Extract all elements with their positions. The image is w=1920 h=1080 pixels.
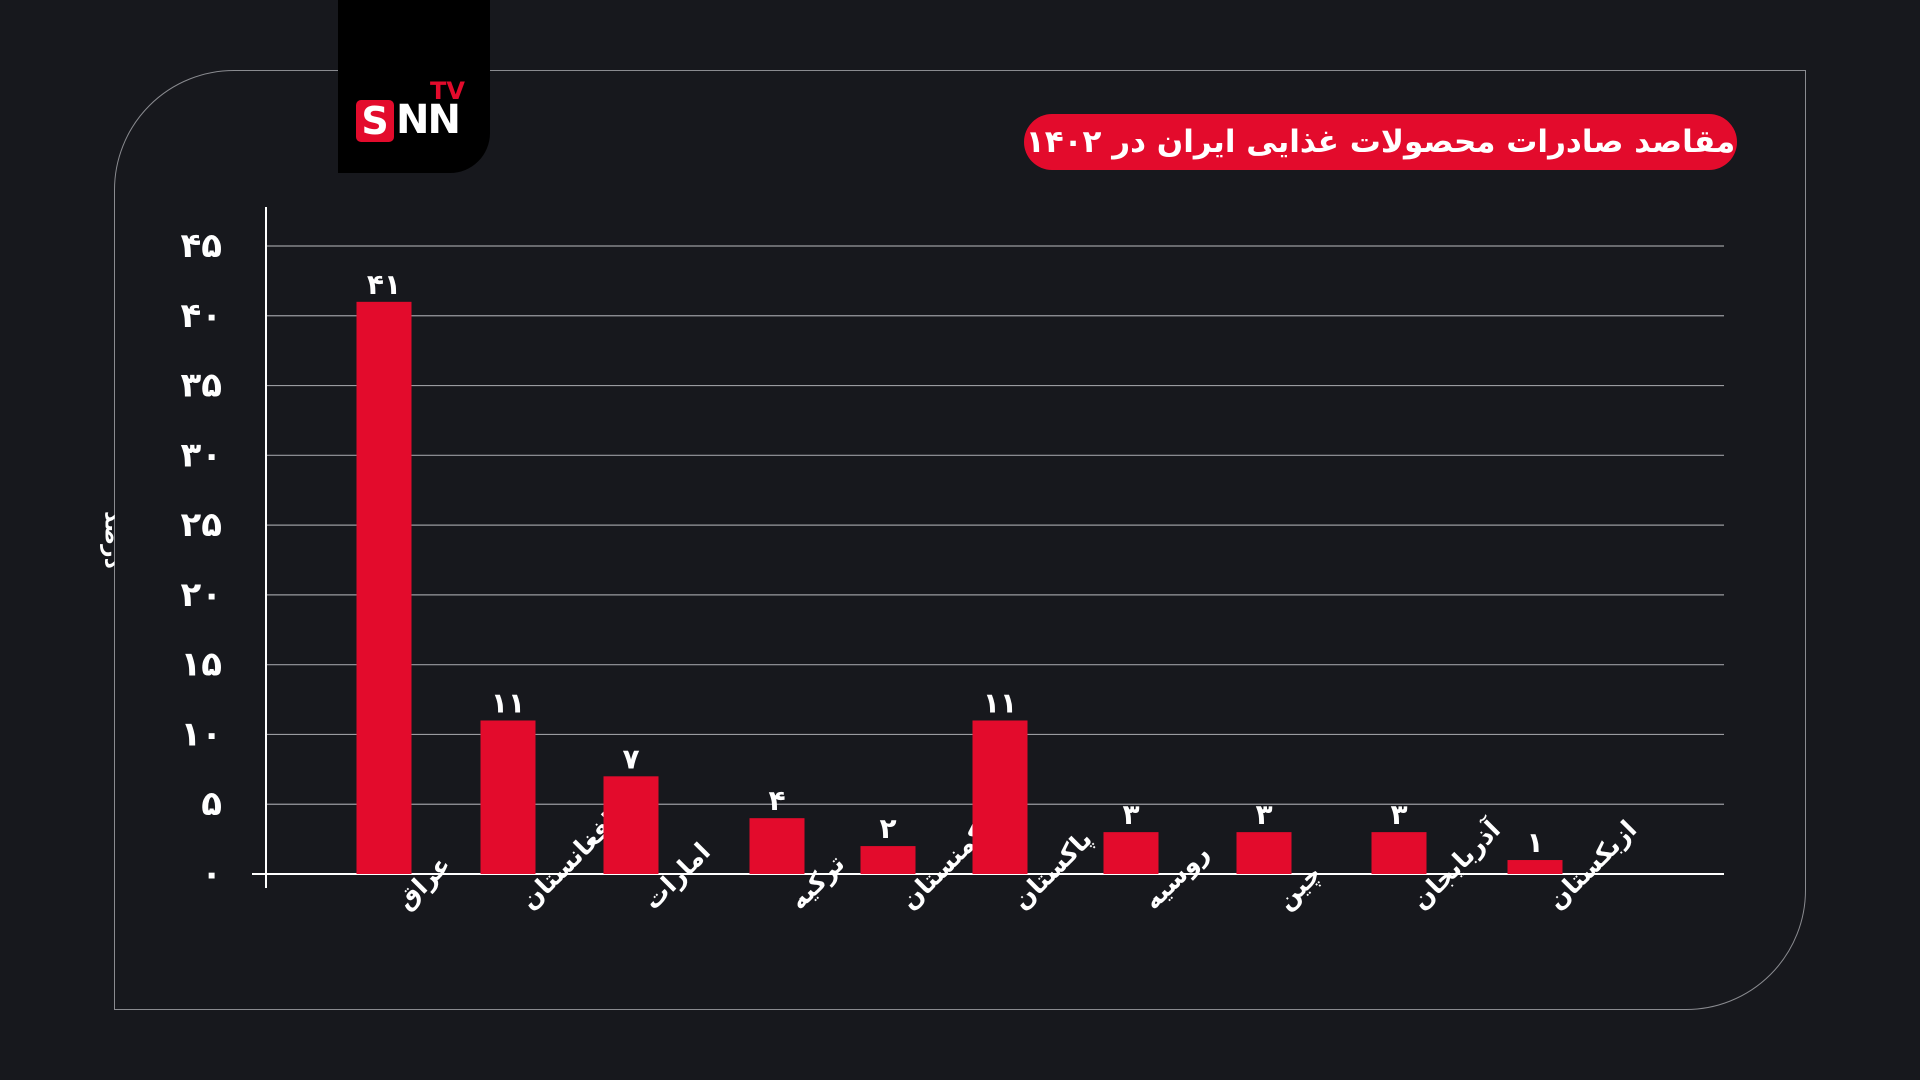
y-tick-label: ۱۰ [180, 714, 222, 754]
bar-value-label: ۴۱ [367, 268, 401, 301]
bar [972, 720, 1028, 874]
y-tick-label: ۱۵ [180, 645, 222, 685]
y-tick-label: ۴۰ [180, 296, 222, 336]
y-tick-label: ۲۵ [180, 505, 222, 545]
snn-tv-logo: S NN TV [338, 0, 490, 173]
y-tick-label: ۳۰ [180, 435, 222, 475]
bar [1103, 832, 1159, 874]
bar [603, 776, 659, 874]
bar-value-label: ۱ [1526, 826, 1543, 859]
bar [749, 818, 805, 874]
y-tick-label: ۴۵ [180, 226, 222, 266]
bar-value-label: ۱۱ [983, 686, 1017, 719]
bar [1371, 832, 1427, 874]
y-tick-label: ۵ [201, 784, 222, 824]
bar [480, 720, 536, 874]
chart-frame [114, 70, 1806, 1010]
bar [1236, 832, 1292, 874]
logo-s-mark: S [356, 100, 394, 142]
y-tick-label: ۳۵ [180, 366, 222, 406]
logo-nn-text: NN [396, 97, 461, 143]
bar-value-label: ۳ [1255, 798, 1272, 831]
bar [860, 846, 916, 874]
bar [356, 301, 412, 874]
logo-tv-text: TV [430, 77, 465, 105]
bar-value-label: ۱۱ [491, 686, 525, 719]
bar-value-label: ۳ [1122, 798, 1139, 831]
y-tick-label: ۰ [201, 854, 222, 894]
bar-value-label: ۴ [768, 784, 785, 817]
bar-value-label: ۲ [879, 812, 896, 845]
bar-value-label: ۷ [622, 742, 639, 775]
bar [1507, 860, 1563, 874]
y-tick-label: ۲۰ [180, 575, 222, 615]
chart-title: مقاصد صادرات محصولات غذایی ایران در ۱۴۰۲ [1024, 114, 1737, 170]
bar-value-label: ۳ [1390, 798, 1407, 831]
